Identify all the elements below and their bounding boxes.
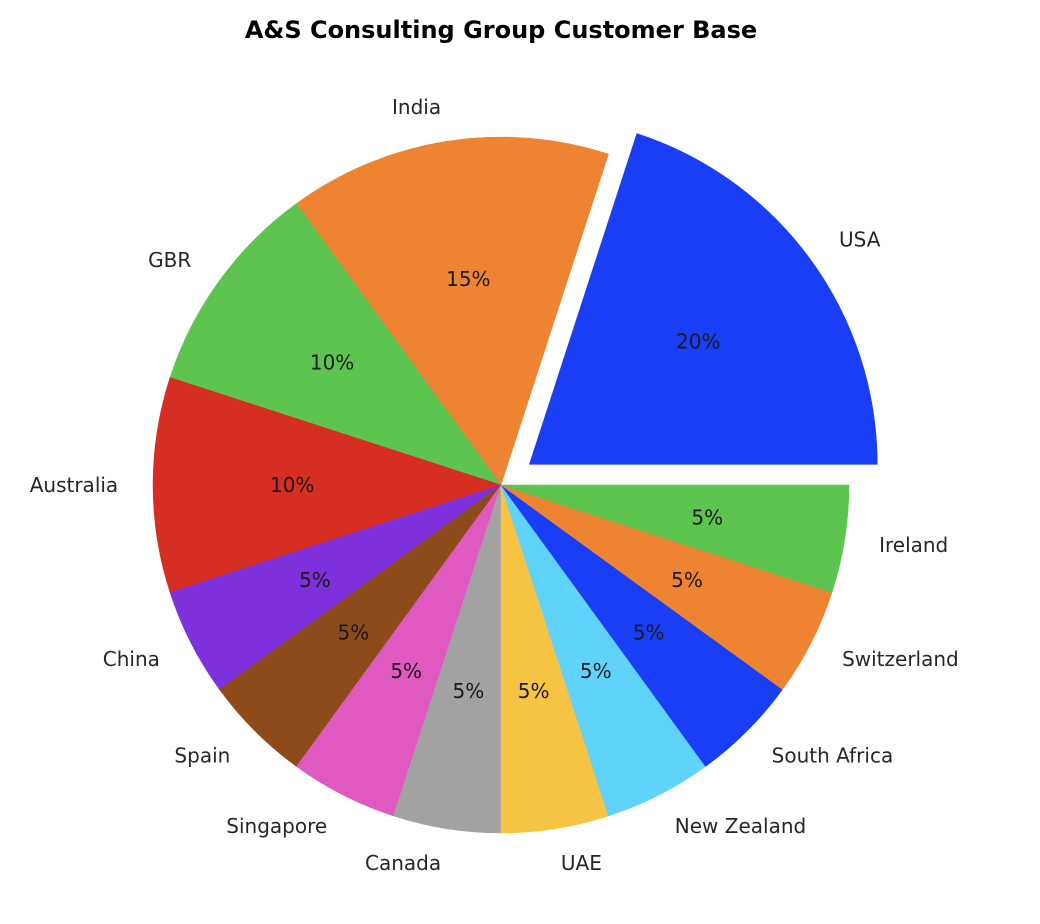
- slice-label: Canada: [365, 851, 441, 875]
- slice-label: Spain: [174, 744, 230, 768]
- slice-label: GBR: [148, 248, 191, 272]
- slice-labels: USA India GBR Australia China Spain Singapore C…: [30, 95, 959, 875]
- slice-label: China: [103, 647, 160, 671]
- slice-label: USA: [839, 227, 881, 251]
- percentage-labels: 20% 15% 10% 10% 5% 5% 5% 5% 5% 5% 5% 5% 5%: [270, 267, 723, 703]
- pct-label: 15%: [446, 267, 490, 291]
- pie-slice-ireland: [500, 484, 850, 593]
- slice-label: Ireland: [879, 533, 948, 557]
- pct-label: 10%: [310, 350, 354, 374]
- slice-label: Singapore: [226, 814, 327, 838]
- chart-title: A&S Consulting Group Customer Base: [245, 16, 757, 44]
- pct-label: 5%: [671, 568, 703, 592]
- pct-label: 5%: [452, 679, 484, 703]
- pct-label: 5%: [299, 568, 331, 592]
- slice-label: Switzerland: [842, 647, 959, 671]
- pie-slices: [152, 133, 878, 834]
- pie-slice-usa: [528, 133, 878, 465]
- slice-label: UAE: [561, 851, 602, 875]
- pct-label: 5%: [337, 621, 369, 645]
- pie-slice-india: [296, 136, 609, 486]
- slice-label: India: [392, 95, 441, 119]
- pie-slice-gbr: [169, 203, 502, 486]
- pct-label: 10%: [270, 473, 314, 497]
- pct-label: 5%: [390, 659, 422, 683]
- slice-label: New Zealand: [675, 814, 806, 838]
- slice-label: Australia: [30, 473, 118, 497]
- pct-label: 5%: [633, 621, 665, 645]
- pct-label: 5%: [580, 659, 612, 683]
- pct-label: 5%: [518, 679, 550, 703]
- slice-label: South Africa: [772, 744, 894, 768]
- pie-slice-australia: [152, 377, 502, 593]
- pct-label: 5%: [691, 506, 723, 530]
- pct-label: 20%: [676, 330, 720, 354]
